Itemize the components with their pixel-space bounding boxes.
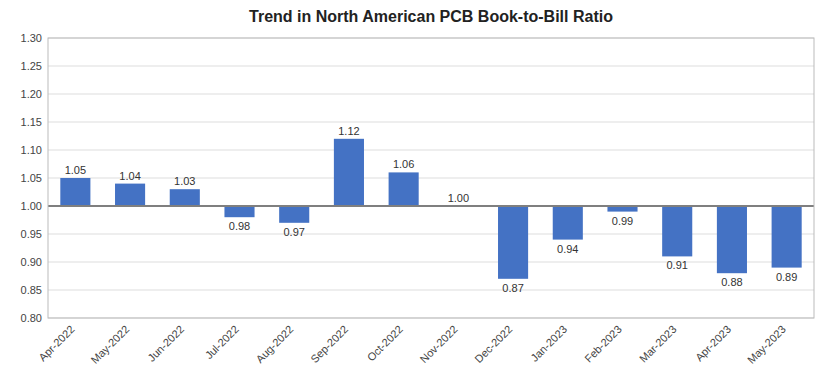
bars	[48, 139, 814, 279]
chart: Trend in North American PCB Book-to-Bill…	[0, 0, 826, 384]
data-label: 1.06	[393, 158, 414, 170]
bar	[772, 206, 802, 268]
x-tick-label: Sep-2022	[308, 323, 350, 365]
y-tick-label: 1.10	[21, 144, 42, 156]
x-tick-label: Apr-2023	[693, 323, 733, 363]
bar	[717, 206, 747, 273]
grid-line	[48, 150, 814, 151]
data-label: 0.97	[284, 226, 305, 238]
bar	[115, 184, 145, 206]
bar	[60, 178, 90, 206]
grid-line	[48, 94, 814, 95]
data-label: 0.87	[502, 282, 523, 294]
y-tick-label: 1.15	[21, 116, 42, 128]
data-label: 0.94	[557, 243, 578, 255]
x-tick-label: Jun-2022	[145, 323, 186, 364]
x-tick-label: Jan-2023	[528, 323, 569, 364]
grid-line	[48, 122, 814, 123]
grid-line	[48, 234, 814, 235]
x-tick-label: May-2022	[88, 323, 131, 366]
grid	[48, 38, 814, 318]
y-tick-label: 1.25	[21, 60, 42, 72]
bar	[389, 172, 419, 206]
y-tick-label: 1.05	[21, 172, 42, 184]
y-tick-label: 0.95	[21, 228, 42, 240]
data-label: 1.05	[65, 164, 86, 176]
grid-line	[48, 178, 814, 179]
data-label: 0.88	[721, 276, 742, 288]
x-tick-label: Dec-2022	[472, 323, 514, 365]
grid-line	[48, 262, 814, 263]
plot-frame	[48, 38, 814, 318]
bar	[662, 206, 692, 256]
data-label: 1.03	[174, 175, 195, 187]
bar	[553, 206, 583, 240]
x-tick-label: Oct-2022	[365, 323, 405, 363]
reference-line	[48, 205, 814, 207]
title: Trend in North American PCB Book-to-Bill…	[249, 8, 613, 25]
data-label: 0.98	[229, 220, 250, 232]
y-tick-label: 0.85	[21, 284, 42, 296]
y-tick-label: 1.00	[21, 200, 42, 212]
bar	[498, 206, 528, 279]
y-tick-label: 1.20	[21, 88, 42, 100]
y-tick-label: 0.90	[21, 256, 42, 268]
y-tick-label: 1.30	[21, 32, 42, 44]
grid-line	[48, 66, 814, 67]
y-tick-label: 0.80	[21, 312, 42, 324]
x-tick-label: Apr-2022	[36, 323, 76, 363]
data-label: 0.89	[776, 271, 797, 283]
data-label: 1.04	[119, 170, 140, 182]
bar	[334, 139, 364, 206]
data-label: 1.12	[338, 125, 359, 137]
grid-line	[48, 290, 814, 291]
x-tick-label: Feb-2023	[582, 323, 624, 365]
bar	[170, 189, 200, 206]
bar	[224, 206, 254, 217]
x-tick-label: Nov-2022	[418, 323, 460, 365]
x-tick-label: May-2023	[745, 323, 788, 366]
grid-line	[48, 206, 814, 207]
data-label: 1.00	[448, 192, 469, 204]
x-tick-label: Jul-2022	[203, 323, 241, 361]
data-label: 0.91	[667, 259, 688, 271]
bar	[279, 206, 309, 223]
x-tick-label: Mar-2023	[637, 323, 679, 365]
x-tick-label: Aug-2022	[253, 323, 295, 365]
data-label: 0.99	[612, 215, 633, 227]
